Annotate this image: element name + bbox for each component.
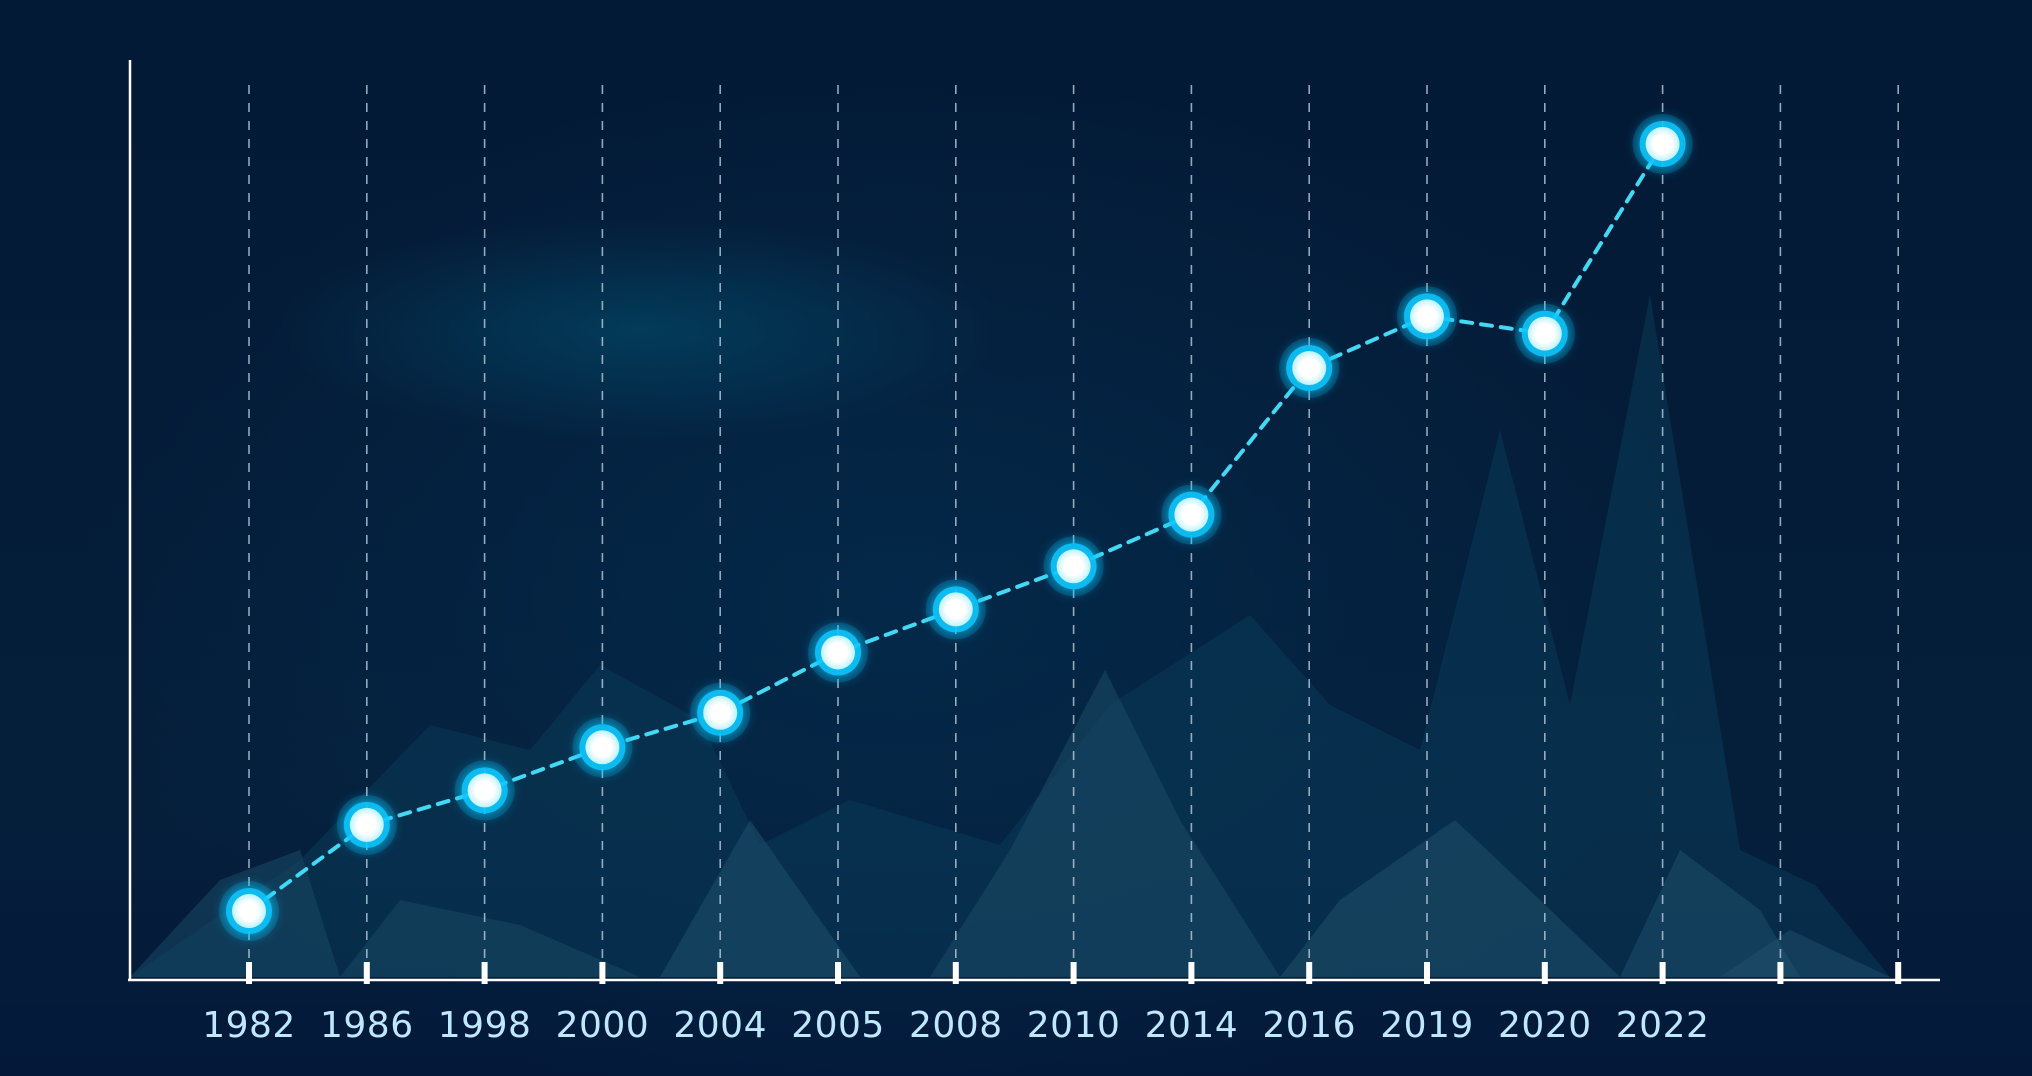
x-tick: [1659, 962, 1666, 984]
data-point: [808, 622, 868, 683]
x-tick: [952, 962, 959, 984]
x-tick-label: 2016: [1262, 1005, 1356, 1046]
x-tick-label: 2014: [1145, 1005, 1239, 1046]
x-axis-labels: 1982 1986 1998 2000 2004 2005 2008 2010 2014 2016…: [202, 1005, 1709, 1046]
data-point: [690, 682, 751, 743]
data-point: [925, 579, 986, 640]
x-tick-label: 1982: [202, 1005, 296, 1046]
data-point: [572, 717, 633, 778]
mountain-shape: [130, 850, 640, 977]
x-tick: [1777, 962, 1784, 984]
data-point: [1632, 113, 1693, 174]
x-tick-label: 2004: [673, 1005, 767, 1046]
x-tick-label: 1986: [320, 1005, 414, 1046]
x-tick-label: 2019: [1380, 1005, 1474, 1046]
data-point: [454, 760, 515, 821]
x-tick: [1541, 962, 1548, 984]
vertical-gridlines: [248, 85, 1899, 980]
mountain-shape: [1280, 820, 1620, 977]
x-tick: [1188, 962, 1195, 984]
x-tick-label: 2010: [1027, 1005, 1121, 1046]
mountain-shape: [660, 820, 860, 977]
x-tick-label: 2005: [791, 1005, 885, 1046]
x-tick: [717, 962, 724, 984]
x-tick-label: 2020: [1498, 1005, 1592, 1046]
x-axis-ticks: [246, 962, 1902, 984]
mountain-shape: [1720, 930, 1890, 977]
x-tick: [363, 962, 370, 984]
data-point: [1397, 286, 1457, 347]
data-point: [219, 881, 279, 942]
x-tick-label: 1998: [438, 1005, 532, 1046]
decorative-mountains: [130, 295, 1890, 977]
data-point: [336, 794, 397, 855]
x-tick-label: 2008: [909, 1005, 1003, 1046]
mountain-shape: [130, 295, 1890, 977]
x-tick: [1895, 962, 1902, 984]
data-point: [1279, 338, 1340, 399]
x-tick: [481, 962, 488, 984]
data-point: [1161, 484, 1222, 545]
x-tick: [599, 962, 606, 984]
x-tick-label: 2022: [1616, 1005, 1710, 1046]
x-tick: [246, 962, 252, 984]
data-point: [1514, 303, 1575, 364]
x-tick: [1306, 962, 1313, 984]
x-tick: [1424, 962, 1430, 984]
x-tick: [835, 962, 841, 984]
x-tick-label: 2000: [556, 1005, 650, 1046]
data-point: [1043, 536, 1104, 597]
mountain-shape: [930, 670, 1280, 977]
data-points: [219, 113, 1693, 942]
x-tick: [1070, 962, 1077, 984]
mountain-shape: [1620, 850, 1800, 977]
